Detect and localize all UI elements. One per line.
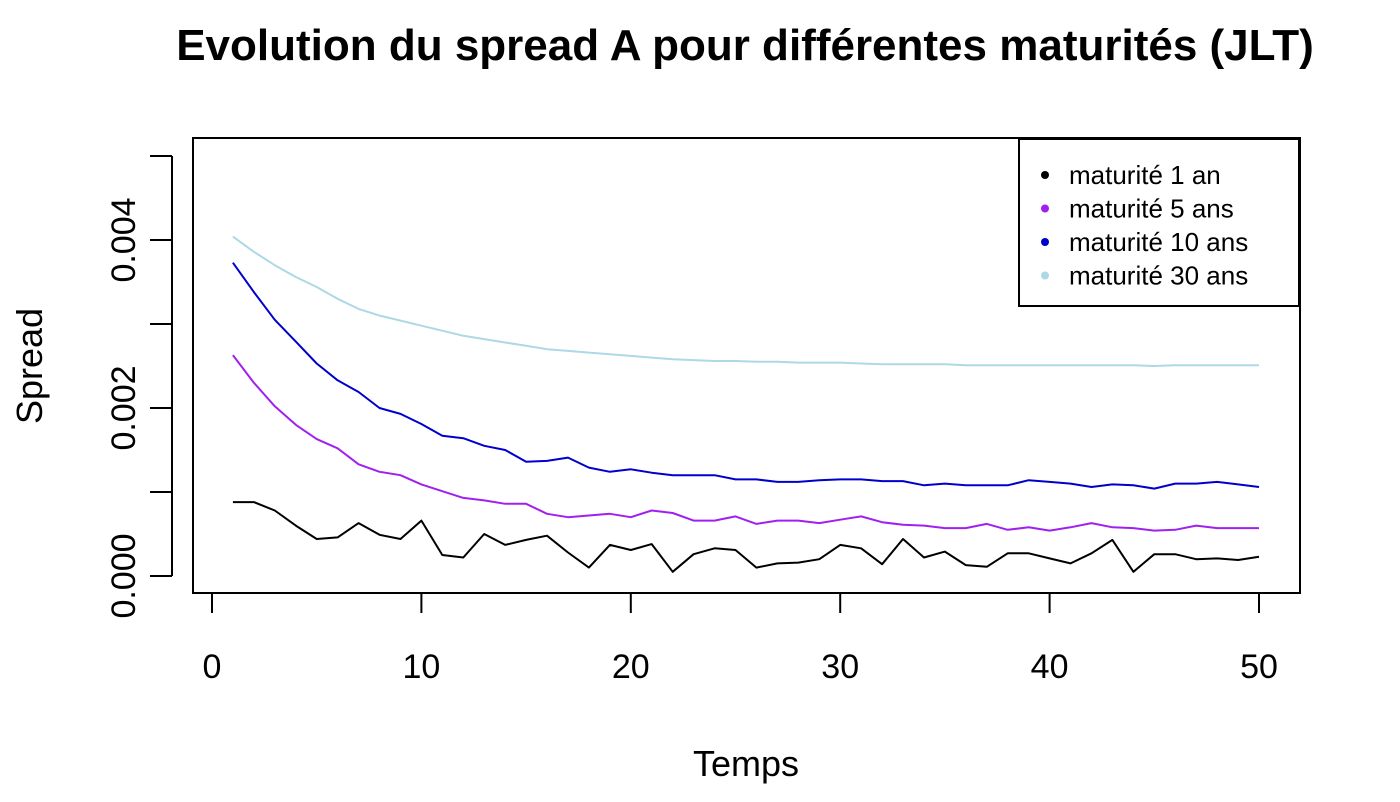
legend-marker xyxy=(1041,271,1049,280)
legend-marker xyxy=(1041,171,1049,179)
series-line-3 xyxy=(232,262,1260,490)
legend-box xyxy=(1018,138,1300,307)
series-line-4 xyxy=(232,235,1259,367)
x-tick-label: 30 xyxy=(821,648,859,686)
legend-marker xyxy=(1041,204,1049,213)
series-line-1 xyxy=(232,501,1260,573)
legend-label: maturité 30 ans xyxy=(1069,261,1248,291)
x-tick-label: 50 xyxy=(1240,648,1278,686)
y-axis: 0.000 0.002 0.004 xyxy=(105,155,173,619)
legend-label: maturité 1 an xyxy=(1069,160,1221,190)
y-tick-label: 0.000 xyxy=(105,533,143,618)
y-tick-label: 0.002 xyxy=(105,365,143,450)
x-tick-label: 20 xyxy=(612,648,650,686)
x-axis-label: Temps xyxy=(693,743,799,784)
chart-title: Evolution du spread A pour différentes m… xyxy=(176,21,1314,70)
x-tick-label: 40 xyxy=(1031,648,1069,686)
x-axis: 0 10 20 30 40 50 xyxy=(203,592,1278,686)
legend-marker xyxy=(1041,238,1049,246)
y-tick-label: 0.004 xyxy=(105,197,143,282)
legend-label: maturité 10 ans xyxy=(1069,227,1248,257)
legend-label: maturité 5 ans xyxy=(1069,194,1234,224)
series-line-2 xyxy=(232,354,1259,532)
y-axis-label: Spread xyxy=(9,308,50,424)
series-lines xyxy=(232,235,1260,573)
x-tick-label: 10 xyxy=(402,648,440,686)
x-tick-label: 0 xyxy=(203,648,222,686)
